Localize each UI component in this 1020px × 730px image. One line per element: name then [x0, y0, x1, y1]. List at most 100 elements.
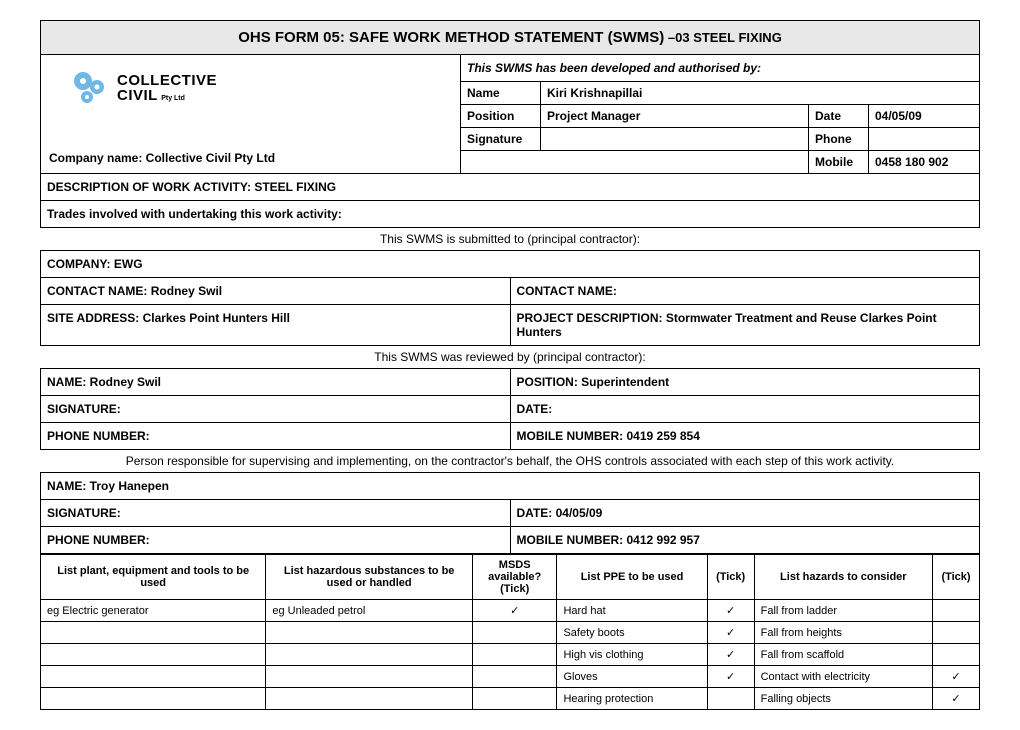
- auth-position-value: Project Manager: [541, 105, 809, 128]
- form-title: OHS FORM 05: SAFE WORK METHOD STATEMENT …: [40, 20, 980, 55]
- auth-date-label: Date: [809, 105, 869, 128]
- table-cell: Fall from ladder: [754, 600, 932, 622]
- review-phone: PHONE NUMBER:: [41, 423, 511, 450]
- auth-name-value: Kiri Krishnapillai: [541, 82, 979, 105]
- table-row: Gloves✓Contact with electricity✓: [41, 666, 980, 688]
- reviewed-by-label: This SWMS was reviewed by (principal con…: [40, 346, 980, 368]
- table-cell: [266, 622, 473, 644]
- auth-signature-row: Signature Phone: [461, 128, 979, 151]
- col-ppe: List PPE to be used: [557, 555, 707, 600]
- auth-date-value: 04/05/09: [869, 105, 979, 128]
- table-row: High vis clothing✓Fall from scaffold: [41, 644, 980, 666]
- project-description: PROJECT DESCRIPTION: Stormwater Treatmen…: [511, 305, 980, 346]
- table-cell: Hard hat: [557, 600, 707, 622]
- contact-right: CONTACT NAME:: [511, 278, 980, 305]
- table-cell: [41, 644, 266, 666]
- auth-panel: This SWMS has been developed and authori…: [461, 55, 979, 174]
- col-tick1: (Tick): [707, 555, 754, 600]
- auth-name-row: Name Kiri Krishnapillai: [461, 82, 979, 105]
- trades-involved: Trades involved with undertaking this wo…: [40, 201, 980, 228]
- table-cell: [472, 688, 557, 710]
- table-cell: Gloves: [557, 666, 707, 688]
- logo-line2: CIVIL: [117, 87, 158, 104]
- table-cell: [472, 622, 557, 644]
- title-suffix: –03 STEEL FIXING: [664, 30, 782, 45]
- hazards-header-row: List plant, equipment and tools to be us…: [41, 555, 980, 600]
- description-activity: DESCRIPTION OF WORK ACTIVITY: STEEL FIXI…: [40, 174, 980, 201]
- company-logo: COLLECTIVE CIVIL Pty Ltd: [49, 63, 452, 129]
- review-signature: SIGNATURE:: [41, 396, 511, 423]
- table-cell: eg Unleaded petrol: [266, 600, 473, 622]
- auth-mobile-value: 0458 180 902: [869, 151, 979, 174]
- table-cell: [41, 666, 266, 688]
- contact-row: CONTACT NAME: Rodney Swil CONTACT NAME:: [40, 278, 980, 305]
- table-cell: Fall from heights: [754, 622, 932, 644]
- table-row: Hearing protection Falling objects✓: [41, 688, 980, 710]
- supervisor-phone-row: PHONE NUMBER: MOBILE NUMBER: 0412 992 95…: [40, 527, 980, 554]
- submitted-to-label: This SWMS is submitted to (principal con…: [40, 228, 980, 250]
- col-plant: List plant, equipment and tools to be us…: [41, 555, 266, 600]
- company-row: COMPANY: EWG: [40, 250, 980, 278]
- table-cell: [41, 622, 266, 644]
- table-cell: [266, 644, 473, 666]
- table-cell: ✓: [933, 688, 980, 710]
- table-cell: [472, 644, 557, 666]
- review-mobile: MOBILE NUMBER: 0419 259 854: [511, 423, 980, 450]
- table-cell: [933, 622, 980, 644]
- table-cell: ✓: [472, 600, 557, 622]
- header-section: COLLECTIVE CIVIL Pty Ltd Company name: C…: [40, 55, 980, 174]
- company-panel: COLLECTIVE CIVIL Pty Ltd Company name: C…: [41, 55, 461, 174]
- table-cell: [933, 600, 980, 622]
- table-cell: Safety boots: [557, 622, 707, 644]
- col-consider: List hazards to consider: [754, 555, 932, 600]
- table-cell: [933, 644, 980, 666]
- table-cell: High vis clothing: [557, 644, 707, 666]
- logo-text: COLLECTIVE CIVIL Pty Ltd: [117, 73, 217, 103]
- table-cell: ✓: [707, 600, 754, 622]
- table-cell: ✓: [707, 666, 754, 688]
- contact-left: CONTACT NAME: Rodney Swil: [41, 278, 511, 305]
- review-name-row: NAME: Rodney Swil POSITION: Superintende…: [40, 368, 980, 396]
- table-cell: [266, 688, 473, 710]
- supervisor-sig-row: SIGNATURE: DATE: 04/05/09: [40, 500, 980, 527]
- table-row: eg Electric generatoreg Unleaded petrol✓…: [41, 600, 980, 622]
- auth-signature-value: [541, 128, 809, 151]
- person-responsible-label: Person responsible for supervising and i…: [40, 450, 980, 472]
- col-msds: MSDS available? (Tick): [472, 555, 557, 600]
- table-cell: Fall from scaffold: [754, 644, 932, 666]
- table-cell: Hearing protection: [557, 688, 707, 710]
- title-main: OHS FORM 05: SAFE WORK METHOD STATEMENT …: [238, 29, 664, 46]
- gear-icon: [69, 67, 111, 109]
- auth-position-row: Position Project Manager Date 04/05/09: [461, 105, 979, 128]
- review-date: DATE:: [511, 396, 980, 423]
- auth-position-label: Position: [461, 105, 541, 128]
- table-cell: [472, 666, 557, 688]
- table-row: Safety boots✓Fall from heights: [41, 622, 980, 644]
- auth-phone-value: [869, 128, 979, 151]
- supervisor-signature: SIGNATURE:: [41, 500, 511, 527]
- auth-name-label: Name: [461, 82, 541, 105]
- site-address: SITE ADDRESS: Clarkes Point Hunters Hill: [41, 305, 511, 346]
- supervisor-phone: PHONE NUMBER:: [41, 527, 511, 554]
- table-cell: eg Electric generator: [41, 600, 266, 622]
- table-cell: ✓: [933, 666, 980, 688]
- company-name-label: Company name: Collective Civil Pty Ltd: [49, 151, 452, 165]
- auth-mobile-label: Mobile: [809, 151, 869, 174]
- logo-line1: COLLECTIVE: [117, 73, 217, 88]
- logo-sub: Pty Ltd: [161, 95, 185, 102]
- supervisor-name: NAME: Troy Hanepen: [40, 472, 980, 500]
- table-cell: Contact with electricity: [754, 666, 932, 688]
- supervisor-mobile: MOBILE NUMBER: 0412 992 957: [511, 527, 980, 554]
- auth-header: This SWMS has been developed and authori…: [461, 55, 979, 82]
- table-cell: [266, 666, 473, 688]
- table-cell: Falling objects: [754, 688, 932, 710]
- review-sig-row: SIGNATURE: DATE:: [40, 396, 980, 423]
- col-substances: List hazardous substances to be used or …: [266, 555, 473, 600]
- table-cell: [707, 688, 754, 710]
- site-project-row: SITE ADDRESS: Clarkes Point Hunters Hill…: [40, 305, 980, 346]
- table-cell: [41, 688, 266, 710]
- table-cell: ✓: [707, 644, 754, 666]
- auth-phone-label: Phone: [809, 128, 869, 151]
- review-position: POSITION: Superintendent: [511, 369, 980, 396]
- supervisor-date: DATE: 04/05/09: [511, 500, 980, 527]
